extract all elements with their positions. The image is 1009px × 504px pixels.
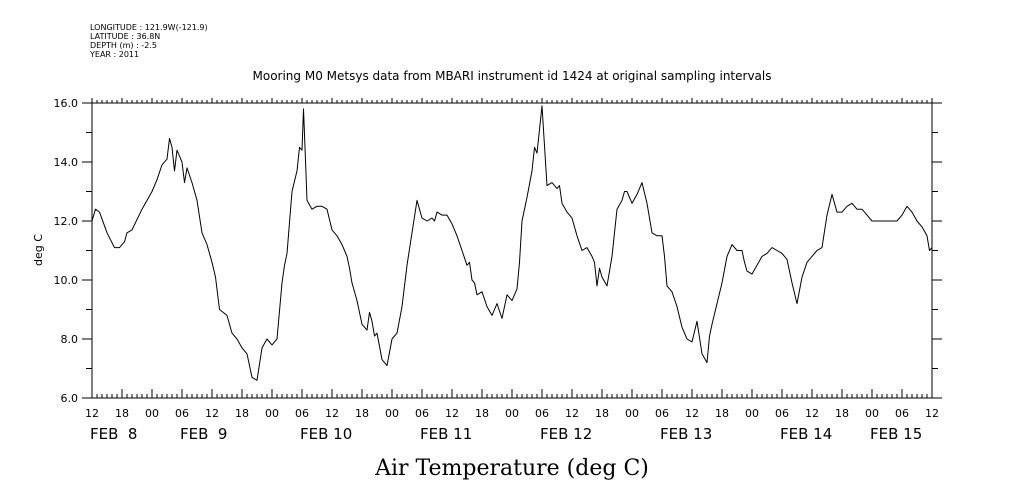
x-day-label: FEB 8 [90, 425, 137, 443]
y-tick-label: 12.0 [54, 215, 79, 228]
x-day-label: FEB 9 [180, 425, 227, 443]
x-tick-label: 18 [595, 407, 609, 420]
y-tick-label: 14.0 [54, 156, 79, 169]
y-tick-label: 16.0 [54, 97, 79, 110]
longitude-label: LONGITUDE : 121.9W(-121.9) [90, 23, 208, 32]
x-tick-label: 18 [715, 407, 729, 420]
depth-label: DEPTH (m) : -2.5 [90, 41, 157, 50]
x-tick-label: 06 [655, 407, 669, 420]
x-tick-label: 18 [235, 407, 249, 420]
y-axis-label: deg C [32, 234, 45, 266]
latitude-label: LATITUDE : 36.8N [90, 32, 160, 41]
x-tick-label: 06 [295, 407, 309, 420]
x-tick-label: 12 [925, 407, 939, 420]
x-day-label: FEB 15 [870, 425, 922, 443]
x-tick-label: 06 [775, 407, 789, 420]
x-tick-label: 12 [565, 407, 579, 420]
x-tick-label: 00 [145, 407, 159, 420]
x-tick-label: 18 [475, 407, 489, 420]
y-tick-label: 6.0 [61, 392, 79, 405]
x-tick-label: 12 [85, 407, 99, 420]
y-tick-label: 8.0 [61, 333, 79, 346]
x-tick-label: 00 [745, 407, 759, 420]
series-layer [91, 105, 933, 381]
x-tick-label: 12 [445, 407, 459, 420]
x-tick-label: 00 [865, 407, 879, 420]
x-tick-label: 06 [895, 407, 909, 420]
x-day-label: FEB 11 [420, 425, 472, 443]
chart-title: Mooring M0 Metsys data from MBARI instru… [253, 69, 772, 83]
y-axis: 6.0 8.0 10.0 12.0 14.0 16.0 [54, 97, 942, 405]
plot-frame [91, 102, 933, 399]
series-line [91, 105, 933, 381]
y-tick-label: 10.0 [54, 274, 79, 287]
x-tick-label: 06 [175, 407, 189, 420]
x-tick-label: 18 [355, 407, 369, 420]
x-day-label: FEB 13 [660, 425, 712, 443]
x-tick-label: 00 [385, 407, 399, 420]
x-day-label: FEB 10 [300, 425, 352, 443]
x-day-label: FEB 12 [540, 425, 592, 443]
x-tick-label: 18 [115, 407, 129, 420]
x-tick-label: 12 [325, 407, 339, 420]
x-tick-label: 06 [415, 407, 429, 420]
x-tick-label: 12 [685, 407, 699, 420]
x-tick-label: 12 [205, 407, 219, 420]
x-tick-label: 18 [835, 407, 849, 420]
x-tick-label: 00 [265, 407, 279, 420]
x-tick-label: 12 [805, 407, 819, 420]
x-tick-label: 06 [535, 407, 549, 420]
x-day-label: FEB 14 [780, 425, 832, 443]
x-tick-label: 00 [625, 407, 639, 420]
year-label: YEAR : 2011 [89, 50, 139, 59]
x-axis: 12 18 00 06 12 18 00 06 12 18 00 06 12 18 00 06 12 18 00 06… [85, 98, 939, 443]
x-axis-label: Air Temperature (deg C) [374, 456, 649, 481]
x-tick-label: 00 [505, 407, 519, 420]
